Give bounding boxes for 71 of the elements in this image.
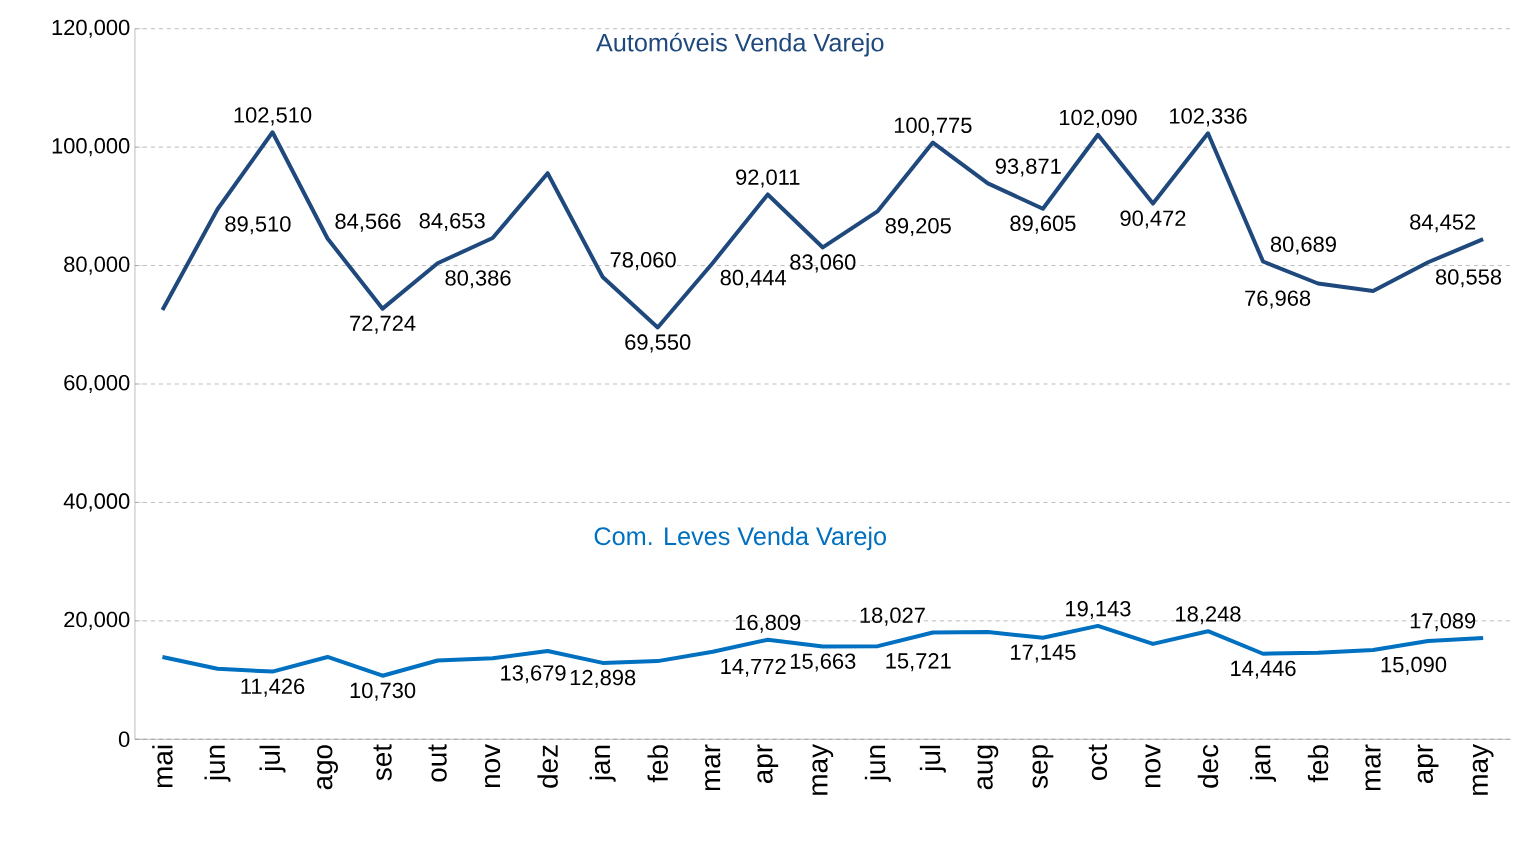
- data-label: 14,446: [1231, 660, 1296, 679]
- y-tick-label: 80,000: [64, 256, 130, 275]
- x-tick-label: nov: [1145, 744, 1161, 788]
- x-tick-label: apr: [757, 744, 779, 784]
- data-label: 12,898: [570, 669, 636, 688]
- data-label: 69,550: [625, 334, 691, 353]
- data-label: 15,663: [790, 653, 856, 672]
- x-tick-label: ago: [317, 745, 338, 790]
- x-tick-label: may: [1472, 743, 1494, 795]
- data-label: 80,558: [1435, 269, 1502, 288]
- data-label: 15,090: [1381, 656, 1447, 675]
- x-tick-label: set: [373, 744, 392, 781]
- data-label: 18,027: [860, 607, 925, 626]
- y-tick-label: 100,000: [52, 138, 130, 157]
- x-tick-label: jun: [204, 745, 231, 782]
- x-tick-label: nov: [484, 744, 501, 788]
- data-label: 89,510: [225, 216, 291, 235]
- data-label: 80,386: [445, 270, 511, 289]
- x-tick-label: sep: [1032, 745, 1054, 789]
- x-tick-label: out: [428, 744, 447, 782]
- data-label: 15,721: [886, 653, 951, 672]
- x-tick-label: feb: [1307, 745, 1329, 783]
- data-label: 102,510: [234, 107, 312, 126]
- x-tick-label: jun: [864, 745, 891, 782]
- y-tick-label: 40,000: [63, 493, 130, 512]
- data-label: 80,689: [1270, 236, 1336, 255]
- data-label: 84,452: [1410, 214, 1476, 233]
- data-label: 17,089: [1410, 613, 1476, 632]
- x-tick-label: oct: [1088, 744, 1108, 780]
- y-tick-label: 20,000: [64, 611, 130, 630]
- data-label: 102,090: [1059, 109, 1137, 128]
- data-label: 93,871: [995, 158, 1061, 177]
- data-label: 80,444: [720, 269, 787, 288]
- x-tick-label: dez: [537, 745, 558, 788]
- x-tick-label: jan: [589, 745, 616, 782]
- data-label: 84,566: [335, 213, 401, 232]
- data-label: 90,472: [1120, 210, 1186, 229]
- data-label: 19,143: [1066, 600, 1131, 619]
- data-label: 13,679: [501, 665, 566, 684]
- data-label: 102,336: [1170, 108, 1247, 127]
- data-label: 84,653: [419, 212, 485, 232]
- data-label: 18,248: [1176, 606, 1241, 625]
- x-tick-label: jan: [1250, 745, 1277, 782]
- text: Com. Leves Venda Varejo: [594, 526, 886, 551]
- y-tick-label: 120,000: [52, 19, 130, 38]
- data-label: 11,426: [241, 678, 305, 697]
- x-tick-label: dec: [1197, 744, 1219, 788]
- x-tick-label: mar: [1365, 744, 1381, 791]
- data-label: 89,205: [885, 217, 951, 237]
- text: Automóveis Venda Varejo: [596, 32, 884, 57]
- data-label: 89,605: [1010, 215, 1076, 234]
- data-label: 16,809: [735, 614, 801, 633]
- data-label: 83,060: [790, 254, 856, 273]
- data-label: 72,724: [350, 315, 416, 334]
- x-tick-label: jul: [919, 745, 946, 773]
- data-label: 14,772: [721, 658, 786, 677]
- data-label: 92,011: [736, 169, 800, 188]
- data-label: 78,060: [610, 251, 676, 271]
- x-tick-label: mai: [152, 745, 173, 788]
- x-tick-label: aug: [977, 745, 999, 790]
- data-label: 100,775: [894, 117, 972, 136]
- x-tick-label: jul: [259, 745, 286, 773]
- x-tick-label: feb: [647, 745, 668, 783]
- x-tick-label: apr: [1417, 744, 1439, 784]
- data-label: 10,730: [350, 682, 416, 701]
- x-tick-label: mar: [705, 744, 721, 791]
- x-tick-label: may: [812, 743, 834, 795]
- y-tick-label: 0: [118, 731, 130, 747]
- data-label: 17,145: [1011, 644, 1076, 663]
- data-label: 76,968: [1245, 290, 1311, 309]
- y-tick-label: 60,000: [64, 374, 130, 394]
